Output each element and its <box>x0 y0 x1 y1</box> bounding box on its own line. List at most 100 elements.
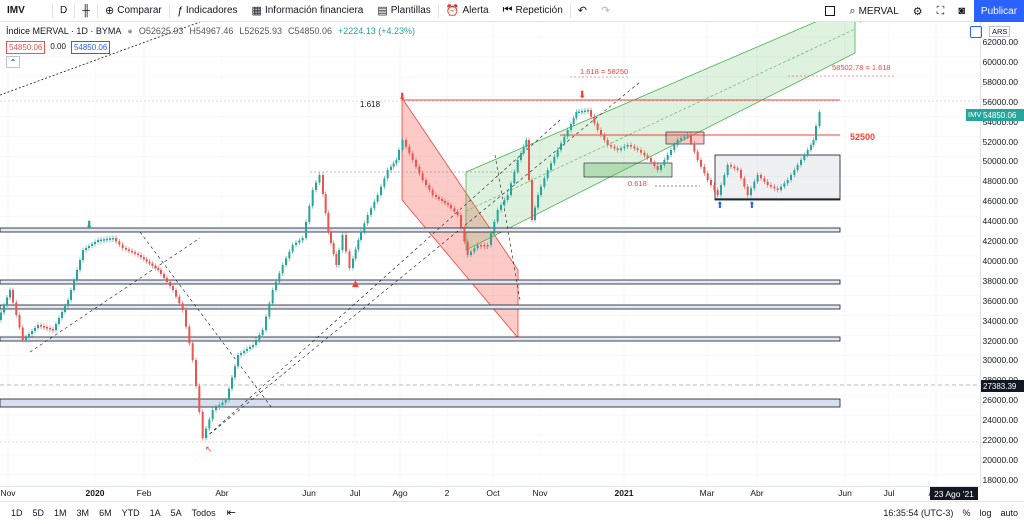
fullscreen-button[interactable]: ⛶ <box>930 0 952 22</box>
fullscreen-icon: ⛶ <box>936 4 945 17</box>
log-toggle[interactable]: log <box>979 508 992 518</box>
alert-icon: ⏰ <box>445 5 460 17</box>
candle-body <box>606 140 609 145</box>
compare-button[interactable]: ⊕ Comparar <box>98 0 169 22</box>
settings-button[interactable]: ⚙ <box>906 0 930 22</box>
support-zone-32000[interactable] <box>0 336 841 342</box>
candle-body <box>470 251 472 255</box>
candle-body <box>543 178 546 187</box>
candle-body <box>786 180 789 184</box>
undo-icon: ↶ <box>577 5 587 17</box>
price-tick-label: 54000.00 <box>982 116 1018 127</box>
candle-body <box>140 255 142 258</box>
price-axis[interactable]: ARS 62000.00 60000.00 58000.00 56000.00 5400… <box>980 22 1024 486</box>
range-button[interactable]: 1D <box>11 507 23 518</box>
replay-button[interactable]: ⏮ Repetición <box>496 0 570 22</box>
candle-body <box>363 223 366 232</box>
candle-body <box>800 160 802 165</box>
interval-button[interactable]: D <box>53 0 74 22</box>
candle-body <box>295 242 297 245</box>
sell-price-tag[interactable]: 54850.06 <box>6 41 46 54</box>
range-button[interactable]: 3M <box>76 507 90 518</box>
candle-body <box>815 126 817 140</box>
ascending-channel[interactable] <box>465 22 856 251</box>
candle-body <box>673 145 676 150</box>
range-button[interactable]: 6M <box>99 507 112 518</box>
support-zone-42000[interactable] <box>0 227 841 233</box>
candle-body <box>810 145 812 150</box>
collapse-legend-button[interactable]: ⌃ <box>6 56 20 68</box>
range-button[interactable]: 5A <box>170 507 182 518</box>
chevron-up-icon: ⌃ <box>9 57 17 67</box>
redo-button[interactable]: ↷ <box>594 0 617 22</box>
price-tick-label: 34000.00 <box>982 315 1018 326</box>
channel-midline <box>465 28 856 212</box>
chart-canvas[interactable]: ⬇ ⬇ ⬇ ⬆ ⬆ ↖ ▲ 1.618 1.618 = 58250 58502.… <box>0 22 980 486</box>
candle-body <box>613 146 616 149</box>
price-tick-label: 36000.00 <box>982 295 1018 306</box>
candle-body <box>205 428 207 438</box>
watch-symbol-search[interactable]: ⌕ MERVAL <box>842 0 905 22</box>
candlestick-series[interactable] <box>0 107 821 441</box>
alert-button[interactable]: ⏰ Alerta <box>439 0 496 22</box>
range-button[interactable]: 1A <box>149 507 161 518</box>
candle-body <box>610 145 612 147</box>
candle-body <box>215 407 217 410</box>
arrow-down-marker: ⬇ <box>578 90 586 101</box>
price-tick-label: 56000.00 <box>982 96 1018 107</box>
candle-body <box>444 201 446 203</box>
templates-button[interactable]: ▤ Plantillas <box>370 0 437 22</box>
current-price-tag: 54850.06 <box>981 109 1024 121</box>
legend-title[interactable]: Índice MERVAL · 1D · BYMA <box>6 26 122 36</box>
time-axis[interactable]: Nov 2020 Feb Abr Jun Jul Ago 2 Oct Nov 2021 Mar Abr J… <box>0 486 980 500</box>
range-button[interactable]: YTD <box>121 507 140 518</box>
candle-body <box>198 386 201 412</box>
price-tags: 54850.06 0.00 54850.06 <box>6 41 111 54</box>
indicators-label: Indicadores <box>185 5 238 16</box>
undo-button[interactable]: ↶ <box>571 0 594 22</box>
candle-body <box>640 150 642 153</box>
camera-icon: ◙ <box>958 5 965 17</box>
fib-0618-label: 0.618 <box>628 179 647 188</box>
indicators-button[interactable]: ƒ Indicadores <box>170 0 245 22</box>
candle-body <box>473 248 476 252</box>
watch-symbol-label: MERVAL <box>858 5 899 17</box>
financials-button[interactable]: ▦ Información financiera <box>245 0 371 22</box>
range-button[interactable]: 5D <box>32 507 45 518</box>
candle-body <box>261 330 264 335</box>
financials-label: Información financiera <box>264 5 364 16</box>
candle-body <box>713 185 716 190</box>
settings-toggle[interactable] <box>970 26 982 38</box>
publish-button[interactable]: Publicar <box>974 0 1024 22</box>
candle-body <box>783 183 786 187</box>
candle-body <box>275 281 277 290</box>
buy-price-tag[interactable]: 54850.06 <box>70 41 111 54</box>
consolidation-box[interactable] <box>714 154 841 201</box>
support-zone-38000[interactable] <box>0 279 841 285</box>
green-zone-box[interactable] <box>583 162 673 178</box>
candle-body <box>710 180 712 185</box>
candle-body <box>411 153 414 160</box>
candle-body <box>0 312 2 320</box>
candle-body <box>28 334 30 337</box>
range-button[interactable]: 1M <box>54 507 67 518</box>
candle-body <box>486 245 489 247</box>
symbol-search-button[interactable]: IMV <box>0 0 52 22</box>
clock-time[interactable]: 16:35:54 (UTC-3) <box>883 508 954 518</box>
support-zone-35000[interactable] <box>0 304 841 310</box>
candle-body <box>354 249 357 259</box>
layout-button[interactable] <box>818 0 842 22</box>
candle-body <box>560 143 562 150</box>
candle-body <box>249 347 251 349</box>
auto-toggle[interactable]: auto <box>1000 508 1018 518</box>
support-zone-26000[interactable] <box>0 398 841 408</box>
arrow-down-marker: ⬇ <box>85 220 93 231</box>
candle-body <box>418 166 421 174</box>
legend-status-dot: ● <box>127 26 133 36</box>
range-button[interactable]: Todos <box>191 507 216 518</box>
calendar-range-icon[interactable]: ⇤ <box>226 507 236 519</box>
toolbar-separator <box>168 3 170 18</box>
bar-style-button[interactable]: ╫ <box>75 0 97 22</box>
snapshot-button[interactable]: ◙ <box>951 0 972 22</box>
percent-toggle[interactable]: % <box>962 508 971 518</box>
